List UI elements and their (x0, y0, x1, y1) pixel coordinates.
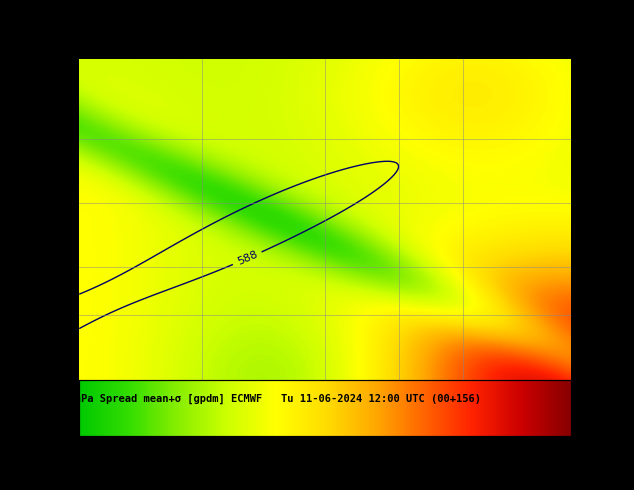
Text: 588: 588 (236, 249, 259, 267)
Text: Height 500 hPa Spread mean+σ [gpdm] ECMWF   Tu 11-06-2024 12:00 UTC (00+156): Height 500 hPa Spread mean+σ [gpdm] ECMW… (6, 394, 481, 404)
